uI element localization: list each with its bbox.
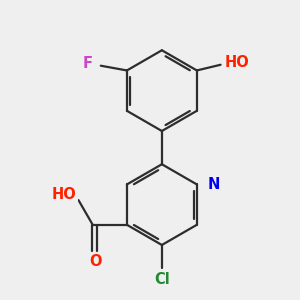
- Text: HO: HO: [225, 55, 250, 70]
- Text: Cl: Cl: [154, 272, 170, 287]
- Text: F: F: [82, 56, 92, 71]
- Text: O: O: [89, 254, 101, 269]
- Text: HO: HO: [52, 187, 76, 202]
- Text: N: N: [207, 177, 220, 192]
